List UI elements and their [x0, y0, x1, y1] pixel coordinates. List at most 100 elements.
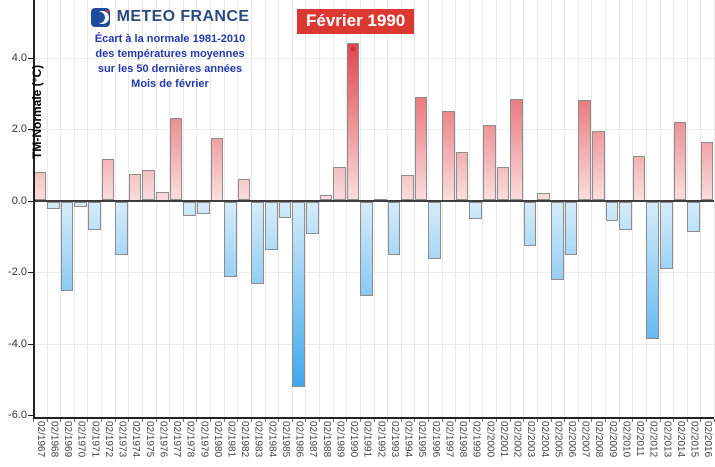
vertical-gridline	[673, 0, 675, 417]
bar-02-1984	[265, 201, 278, 250]
bar-02-1994	[401, 175, 414, 201]
x-tick-label: 02/1997	[443, 421, 455, 458]
x-tick	[210, 419, 212, 422]
x-tick	[291, 419, 293, 422]
y-tick-label: -6.0	[8, 409, 27, 421]
vertical-gridline	[509, 0, 511, 417]
vertical-gridline	[482, 0, 484, 417]
x-tick-label: 02/2015	[688, 421, 700, 458]
x-tick-label: 02/2010	[620, 421, 632, 458]
x-tick-label: 02/2016	[702, 421, 714, 458]
x-tick-label: 02/1993	[388, 421, 400, 458]
x-tick	[101, 419, 103, 422]
x-tick-label: 02/1976	[157, 421, 169, 458]
vertical-gridline	[101, 0, 103, 417]
x-tick	[305, 419, 307, 422]
x-tick	[523, 419, 525, 422]
bar-02-2007	[578, 100, 591, 201]
x-axis-line	[33, 417, 714, 419]
vertical-gridline	[155, 0, 157, 417]
x-tick	[373, 419, 375, 422]
bar-02-1996	[428, 201, 442, 259]
x-tick-label: 02/1973	[116, 421, 128, 458]
horizontal-gridline	[33, 129, 714, 130]
bar-02-1979	[196, 201, 210, 214]
x-tick-label: 02/2001	[497, 421, 509, 458]
horizontal-gridline	[33, 272, 714, 273]
x-tick	[618, 419, 620, 422]
logo-red-dot	[105, 9, 109, 13]
x-tick	[673, 419, 675, 422]
vertical-gridline	[319, 0, 321, 417]
x-tick	[346, 419, 348, 422]
bar-02-2015	[687, 201, 700, 232]
x-tick	[60, 419, 62, 422]
vertical-gridline	[400, 0, 402, 417]
bar-02-2006	[564, 201, 578, 256]
x-tick	[250, 419, 252, 422]
x-tick	[632, 419, 634, 422]
x-tick	[387, 419, 389, 422]
x-tick	[182, 419, 184, 422]
x-tick-label: 02/1974	[130, 421, 142, 458]
x-tick-label: 02/1970	[75, 421, 87, 458]
subtitle-line: des températures moyennes	[95, 48, 245, 60]
x-tick-label: 02/1972	[102, 421, 114, 458]
bar-02-1968	[47, 201, 60, 209]
x-tick	[591, 419, 593, 422]
bar-02-1999	[469, 201, 482, 220]
x-tick	[46, 419, 48, 422]
vertical-gridline	[169, 0, 171, 417]
y-tick-label: -2.0	[8, 266, 27, 278]
bar-02-1983	[251, 201, 265, 284]
bar-02-1993	[387, 201, 401, 256]
vertical-gridline	[700, 0, 702, 417]
y-tick-label: -4.0	[8, 337, 27, 350]
x-tick-label: 02/1983	[252, 421, 264, 458]
x-tick-label: 02/2003	[525, 421, 537, 458]
x-tick	[332, 419, 334, 422]
x-tick-label: 02/2008	[593, 421, 605, 458]
y-axis-title: TM-Normale (°C)	[30, 64, 44, 160]
x-tick	[645, 419, 647, 422]
vertical-gridline	[346, 0, 348, 417]
x-tick-label: 02/1971	[89, 421, 101, 458]
x-tick-label: 02/2006	[565, 421, 577, 458]
meteo-france-logo-icon	[90, 7, 110, 27]
bar-02-1969	[60, 201, 74, 291]
x-tick	[114, 419, 116, 422]
bar-02-1997	[442, 111, 455, 201]
bar-02-1978	[183, 201, 196, 216]
x-tick	[169, 419, 171, 422]
brand-row: METEO FRANCE	[68, 6, 272, 28]
bar-02-1970	[74, 201, 87, 207]
vertical-gridline	[332, 0, 334, 417]
x-tick	[414, 419, 416, 422]
y-tick	[28, 129, 33, 130]
x-tick-label: 02/2012	[647, 421, 659, 458]
y-tick	[28, 415, 33, 416]
y-tick-label: 0.0	[11, 194, 27, 207]
bar-02-2009	[605, 201, 619, 222]
x-tick	[223, 419, 225, 422]
bar-02-1980	[210, 137, 224, 201]
bar-02-1981	[224, 201, 237, 277]
vertical-gridline	[373, 0, 375, 417]
x-tick-label: 02/1978	[184, 421, 196, 458]
x-tick-label: 02/1991	[361, 421, 373, 458]
annotation-fevrier-1990: Février 1990	[297, 9, 415, 34]
x-tick	[128, 419, 130, 422]
subtitle-line: sur les 50 dernières années	[97, 63, 243, 75]
x-tick	[468, 419, 470, 422]
subtitle-line: Mois de février	[131, 78, 209, 90]
horizontal-gridline	[33, 343, 714, 345]
vertical-gridline	[632, 0, 634, 417]
x-tick	[482, 419, 484, 422]
vertical-gridline	[141, 0, 143, 417]
vertical-gridline	[441, 0, 443, 417]
x-tick-label: 02/1982	[239, 421, 251, 458]
x-tick-label: 02/2005	[552, 421, 564, 458]
bar-02-1975	[142, 170, 156, 201]
